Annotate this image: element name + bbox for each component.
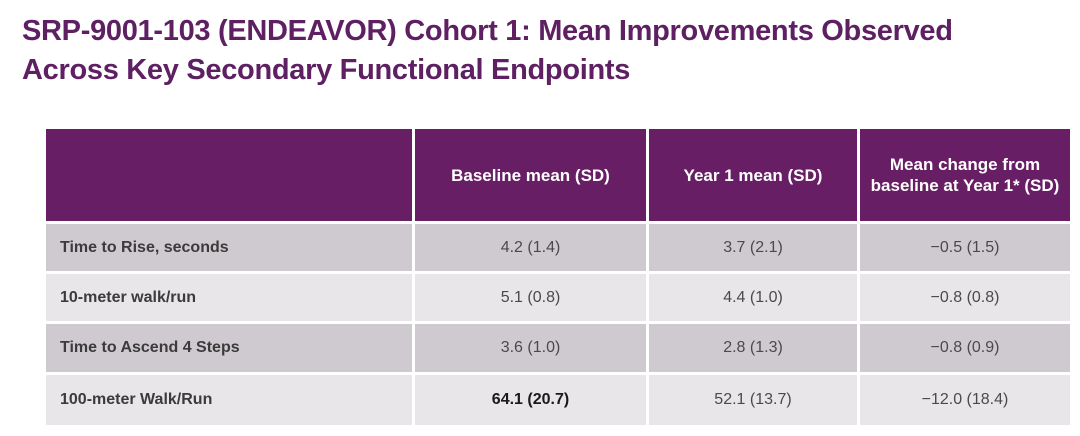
cell-10-meter-change: −0.8 (0.8) (860, 274, 1070, 321)
table-header-baseline-mean: Baseline mean (SD) (415, 129, 646, 221)
page-title: SRP-9001-103 (ENDEAVOR) Cohort 1: Mean I… (22, 15, 953, 86)
endpoints-table: Baseline mean (SD) Year 1 mean (SD) Mean… (46, 129, 1070, 425)
table-header-year1-mean: Year 1 mean (SD) (649, 129, 857, 221)
row-label-ascend-4-steps: Time to Ascend 4 Steps (46, 324, 412, 372)
row-label-time-to-rise: Time to Rise, seconds (46, 224, 412, 271)
cell-ascend-baseline: 3.6 (1.0) (415, 324, 646, 372)
cell-10-meter-baseline: 5.1 (0.8) (415, 274, 646, 321)
cell-ascend-year1: 2.8 (1.3) (649, 324, 857, 372)
cell-100-meter-baseline: 64.1 (20.7) (415, 375, 646, 425)
cell-time-to-rise-year1: 3.7 (2.1) (649, 224, 857, 271)
table-header-endpoint (46, 129, 412, 221)
row-label-100-meter-walk-run: 100-meter Walk/Run (46, 375, 412, 425)
cell-time-to-rise-baseline: 4.2 (1.4) (415, 224, 646, 271)
cell-100-meter-change: −12.0 (18.4) (860, 375, 1070, 425)
cell-10-meter-year1: 4.4 (1.0) (649, 274, 857, 321)
cell-ascend-change: −0.8 (0.9) (860, 324, 1070, 372)
table-header-mean-change: Mean change from baseline at Year 1* (SD… (860, 129, 1070, 221)
row-label-10-meter-walk-run: 10-meter walk/run (46, 274, 412, 321)
cell-time-to-rise-change: −0.5 (1.5) (860, 224, 1070, 271)
cell-100-meter-year1: 52.1 (13.7) (649, 375, 857, 425)
